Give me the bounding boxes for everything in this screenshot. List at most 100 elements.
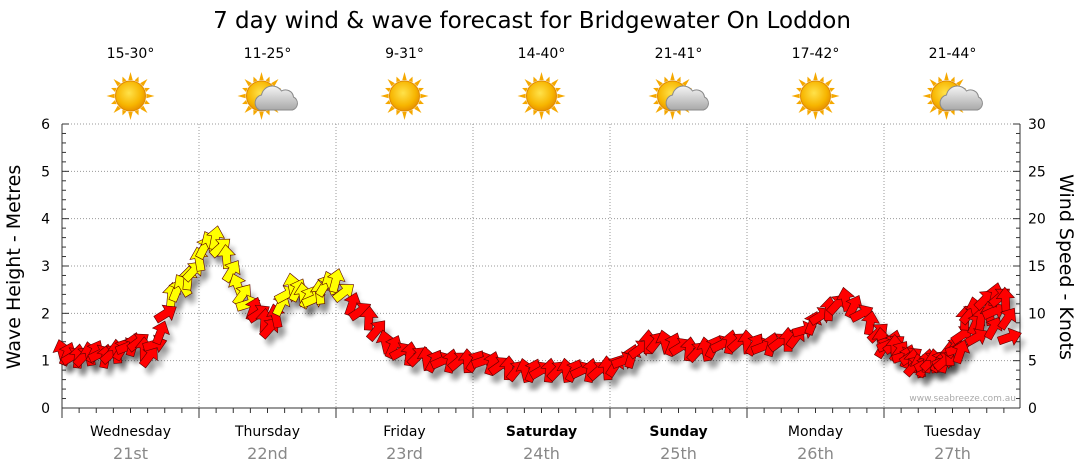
sun-ray-icon	[557, 93, 566, 99]
sun-ray-icon	[539, 111, 544, 120]
temperature-range-label: 17-42°	[792, 46, 840, 62]
sun-ray-icon	[938, 109, 943, 116]
day-date-label: 24th	[523, 444, 560, 463]
sun-ray-icon	[545, 109, 550, 116]
sun-ray-icon	[551, 105, 559, 113]
sun-ray-icon	[829, 100, 835, 105]
sun-ray-icon	[414, 105, 422, 113]
day-name-label: Tuesday	[923, 424, 981, 440]
sun-ray-icon	[664, 76, 669, 83]
sun-ray-icon	[140, 79, 148, 87]
sun-ray-icon	[791, 93, 800, 99]
sun-ray-icon	[796, 87, 802, 92]
y-tick-label-left: 4	[41, 212, 50, 228]
temperature-range-label: 21-44°	[929, 46, 977, 62]
sun-ray-icon	[648, 93, 657, 99]
sun-ray-icon	[396, 76, 401, 83]
sun-ray-icon	[944, 111, 949, 120]
sun-ray-icon	[533, 76, 538, 83]
sun-ray-icon	[944, 72, 949, 81]
day-name-label: Thursday	[234, 424, 300, 440]
sun-ray-icon	[414, 79, 422, 87]
wind-arrow	[964, 328, 989, 347]
sun-ray-icon	[825, 105, 833, 113]
sun-ray-icon	[927, 87, 933, 92]
sun-ray-icon	[922, 93, 931, 99]
sun-ray-icon	[682, 79, 690, 87]
wind-arrow	[997, 327, 1022, 346]
sun-ray-icon	[807, 76, 812, 83]
sun-ray-icon	[524, 105, 532, 113]
sun-ray-icon	[128, 72, 133, 81]
cloud-icon	[254, 85, 298, 111]
sun-ray-icon	[950, 109, 955, 116]
y-tick-label-right: 5	[1028, 354, 1037, 370]
plot-area: 0 1 2 3 4 5 6 0 5 10 15 20 25 30 Wednesday 21st Thursda…	[41, 117, 1046, 463]
day-labels: Wednesday 21st Thursday 22nd Friday 23rd Satur…	[90, 424, 981, 463]
day-name-label: Friday	[383, 424, 425, 440]
sun-ray-icon	[676, 109, 681, 116]
sun-ray-icon	[111, 87, 117, 92]
sun-ray-icon	[144, 87, 150, 92]
y-tick-label-left: 3	[41, 259, 50, 275]
sun-ray-icon	[956, 79, 964, 87]
cloud-icon	[939, 85, 983, 111]
sun-ray-icon	[242, 87, 248, 92]
chart-title: 7 day wind & wave forecast for Bridgewat…	[213, 8, 851, 34]
sun-ray-icon	[655, 79, 663, 87]
y-tick-label-left: 1	[41, 354, 50, 370]
sun-ray-icon	[655, 105, 663, 113]
sunny-icon	[106, 72, 155, 120]
sunny-icon	[517, 72, 566, 120]
y-tick-label-right: 15	[1028, 259, 1046, 275]
sun-ray-icon	[265, 109, 270, 116]
sun-ray-icon	[555, 87, 561, 92]
wind-arrow	[951, 339, 971, 365]
sun-ray-icon	[140, 105, 148, 113]
wind-arrow-shadow	[969, 336, 993, 355]
sun-ray-icon	[420, 93, 429, 99]
sun-icon	[115, 80, 146, 112]
sun-ray-icon	[253, 109, 258, 116]
wind-arrow	[221, 260, 241, 284]
sun-ray-icon	[813, 72, 818, 81]
wind-arrow	[151, 320, 170, 346]
sunny-icon	[791, 72, 840, 120]
y-axis-right-label: Wind Speed - Knots	[1055, 174, 1077, 360]
sun-ray-icon	[106, 93, 115, 99]
sun-ray-icon	[539, 72, 544, 81]
partly-cloudy-icon	[648, 72, 709, 120]
y-tick-label-left: 0	[41, 401, 50, 417]
sun-ray-icon	[533, 109, 538, 116]
sun-ray-icon	[259, 72, 264, 81]
sun-ray-icon	[938, 76, 943, 83]
weather-row: 15-30° 11-25° 9-31° 14-40° 21-41° 17-42° 21-44…	[106, 46, 983, 120]
y-tick-label-right: 30	[1028, 117, 1046, 133]
day-date-label: 23rd	[386, 444, 423, 463]
sun-ray-icon	[825, 79, 833, 87]
sun-ray-icon	[387, 79, 395, 87]
sun-ray-icon	[813, 111, 818, 120]
sun-ray-icon	[122, 76, 127, 83]
sun-ray-icon	[524, 79, 532, 87]
y-axis-left-label: Wave Height - Metres	[3, 165, 25, 369]
sun-ray-icon	[522, 87, 528, 92]
sun-ray-icon	[244, 79, 252, 87]
sun-ray-icon	[418, 87, 424, 92]
sun-ray-icon	[555, 100, 561, 105]
sun-ray-icon	[929, 79, 937, 87]
sun-ray-icon	[122, 109, 127, 116]
sun-ray-icon	[831, 93, 840, 99]
y-tick-label-right: 25	[1028, 164, 1046, 180]
day-date-label: 22nd	[247, 444, 288, 463]
y-tick-label-left: 6	[41, 117, 50, 133]
sun-ray-icon	[829, 87, 835, 92]
sun-ray-icon	[819, 76, 824, 83]
sun-ray-icon	[128, 111, 133, 120]
partly-cloudy-icon	[922, 72, 983, 120]
sun-ray-icon	[242, 100, 248, 105]
sun-ray-icon	[664, 109, 669, 116]
sun-ray-icon	[670, 72, 675, 81]
sun-ray-icon	[387, 105, 395, 113]
wind-arrows	[52, 225, 1022, 384]
